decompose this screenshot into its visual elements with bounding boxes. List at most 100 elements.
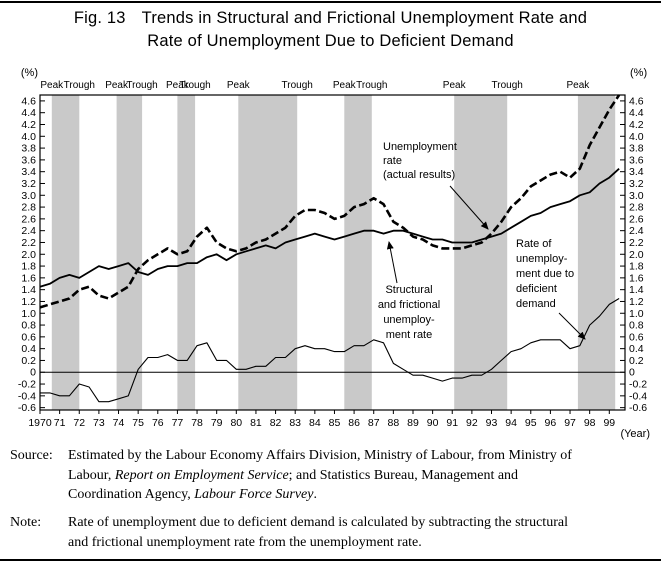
x-tick-label: 92 [466, 417, 478, 429]
x-tick-label: 86 [348, 417, 360, 429]
y-tick-label-right: 0.6 [629, 331, 644, 343]
source-line2-pre: Labour, [68, 467, 115, 483]
y-tick-label-left: 0 [30, 367, 36, 379]
cycle-phase-label: Trough [64, 80, 95, 91]
source-line3-pre: Coordination Agency, [68, 487, 195, 502]
y-tick-label-right: 4.4 [629, 107, 644, 119]
recession-band [51, 95, 80, 410]
x-tick-label: 98 [584, 417, 596, 429]
x-tick-label: 75 [132, 417, 144, 429]
y-tick-label-left: 0.8 [21, 320, 36, 332]
y-tick-label-left: 3.2 [21, 178, 36, 190]
cycle-phase-label: Trough [179, 80, 210, 91]
source-line2-post: ; and Statistics Bureau, Management and [288, 467, 519, 483]
y-tick-label-left: 4.6 [21, 95, 36, 107]
cycle-phase-label: Trough [126, 80, 157, 91]
annotation-text-line: Unemployment [383, 141, 457, 153]
source-block: Source: Estimated by the Labour Economy … [10, 446, 655, 505]
x-tick-label: 84 [309, 417, 321, 429]
y-tick-label-right: 4.0 [629, 131, 644, 143]
cycle-phase-label: Peak [333, 80, 357, 91]
y-tick-label-right: 2.8 [629, 202, 644, 214]
source-label: Source: [10, 448, 53, 463]
cycle-phase-label: Trough [356, 80, 387, 91]
y-tick-label-right: 3.2 [629, 178, 644, 190]
y-tick-label-left: -0.6 [18, 402, 36, 414]
annotation-arrow [558, 312, 586, 340]
y-tick-label-right: -0.6 [629, 402, 647, 414]
y-tick-label-right: 1.4 [629, 284, 644, 296]
x-tick-label: 74 [113, 417, 125, 429]
chart-canvas: 4.6 4.64.4 4.44.2 4.24.0 4.03.8 3.83.6 3.63.4 3… [18, 67, 650, 440]
x-tick-label: 96 [545, 417, 557, 429]
cycle-phase-label: Peak [40, 80, 64, 91]
y-unit-right: (%) [630, 67, 647, 79]
y-tick-label-left: 1.8 [21, 261, 36, 273]
recession-band [577, 95, 616, 410]
x-tick-label: 99 [603, 417, 615, 429]
cycle-phase-label: Peak [166, 80, 190, 91]
x-tick-label: 82 [270, 417, 282, 429]
y-tick-label-left: 1.4 [21, 284, 36, 296]
y-tick-label-right: 3.6 [629, 154, 644, 166]
x-axis-unit: (Year) [620, 428, 650, 440]
recession-band [454, 95, 508, 410]
x-tick-label: 88 [388, 417, 400, 429]
y-tick-label-left: 1.6 [21, 272, 36, 284]
source-publication-1: Report on Employment Service [114, 467, 289, 483]
source-line3-post: . [313, 487, 317, 502]
x-tick-label: 89 [407, 417, 419, 429]
y-tick-label-left: 3.8 [21, 143, 36, 155]
x-tick-label: 95 [525, 417, 537, 429]
y-tick-label-right: 0 [629, 367, 635, 379]
y-tick-label-left: 3.6 [21, 154, 36, 166]
annotation-text-line: and frictional [378, 299, 440, 311]
x-tick-label: 93 [486, 417, 498, 429]
figure-title-line1: Fig. 13 Trends in Structural and Friction… [0, 7, 661, 30]
y-tick-label-left: 2.8 [21, 202, 36, 214]
y-tick-label-right: -0.4 [629, 390, 647, 402]
annotation-text-line: Structural [385, 284, 432, 296]
y-tick-label-left: 1.2 [21, 296, 36, 308]
y-tick-label-left: 0.4 [21, 343, 36, 355]
source-text: Estimated by the Labour Economy Affairs … [68, 446, 650, 505]
figure-title-line2: Rate of Unemployment Due to Deficient De… [147, 32, 514, 50]
structural-frictional-line [39, 168, 620, 288]
figure-title: Fig. 13 Trends in Structural and Friction… [0, 7, 661, 53]
y-tick-label-right: 2.6 [629, 213, 644, 225]
y-tick-label-left: -0.4 [18, 390, 36, 402]
source-line-1: Estimated by the Labour Economy Affairs … [68, 448, 572, 463]
cycle-phase-label: Peak [227, 80, 251, 91]
y-tick-label-right: 0.8 [629, 320, 644, 332]
x-tick-label: 71 [54, 417, 66, 429]
x-tick-label: 94 [505, 417, 517, 429]
x-tick-label: 90 [427, 417, 439, 429]
y-tick-label-right: -0.2 [629, 379, 647, 391]
source-line-3: Coordination Agency, Labour Force Survey… [68, 485, 650, 505]
x-tick-label: 79 [211, 417, 223, 429]
note-label: Note: [10, 515, 42, 530]
y-tick-label-left: -0.2 [18, 379, 36, 391]
y-tick-label-right: 1.2 [629, 296, 644, 308]
note-block: Note: Rate of unemployment due to defici… [10, 513, 655, 552]
y-tick-label-right: 1.8 [629, 261, 644, 273]
y-tick-label-left: 4.0 [21, 131, 36, 143]
annotation-structural: Structural and frictional unemploy-ment ra… [378, 241, 440, 341]
y-tick-label-left: 2.0 [21, 249, 36, 261]
cycle-phase-label: Trough [492, 80, 523, 91]
annotation-text-line: demand [516, 298, 556, 310]
annotation-deficient: Rate of unemploy-ment due to deficient dema… [516, 238, 586, 340]
annotation-text-line: rate [383, 155, 402, 167]
recession-band [116, 95, 143, 410]
y-tick-label-right: 2.0 [629, 249, 644, 261]
y-tick-label-left: 4.4 [21, 107, 36, 119]
y-tick-label-left: 2.2 [21, 237, 36, 249]
x-tick-label: 91 [446, 417, 458, 429]
annotation-arrow [449, 185, 489, 230]
x-tick-label: 85 [329, 417, 341, 429]
plot-frame [39, 94, 626, 411]
note-line-1: Rate of unemployment due to deficient de… [68, 515, 568, 530]
cycle-phase-label: Peak [443, 80, 467, 91]
x-tick-label: 72 [73, 417, 85, 429]
